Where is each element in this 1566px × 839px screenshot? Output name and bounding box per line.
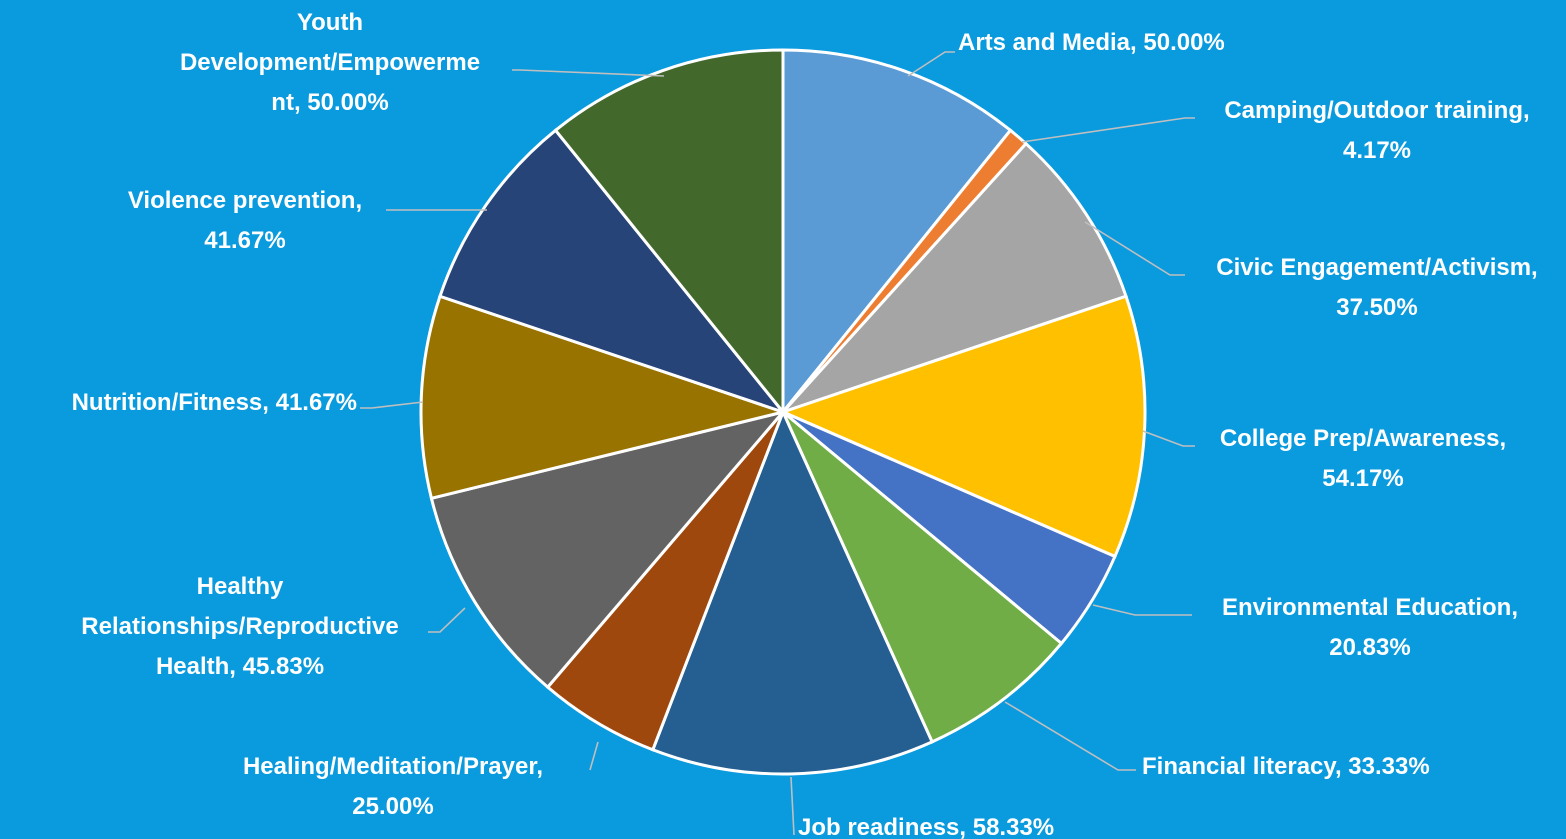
data-label-environmental-education: Environmental Education, 20.83%: [1222, 594, 1518, 661]
slice-college-prep-awareness: [778, 294, 1147, 559]
data-label-youth-development-empowerment: Youth Development/Empowerme nt, 50.00%: [180, 9, 480, 116]
leader-line-healing-meditation-prayer: [589, 741, 599, 771]
data-label-job-readiness: Job readiness, 58.33%: [798, 814, 1054, 839]
leader-line-camping-outdoor-training: [1021, 117, 1195, 143]
pie-slices: [419, 48, 1147, 776]
data-label-financial-literacy: Financial literacy, 33.33%: [1142, 753, 1430, 780]
leader-line-environmental-education: [1092, 604, 1192, 616]
data-label-nutrition-fitness: Nutrition/Fitness, 41.67%: [72, 389, 357, 416]
leader-line-arts-and-media: [907, 51, 955, 77]
slice-job-readiness: [650, 408, 935, 776]
slice-youth-development-empowerment: [553, 48, 785, 417]
leader-line-youth-development-empowerment: [512, 69, 665, 77]
leader-line-nutrition-fitness: [360, 401, 424, 409]
slice-healthy-relationships-reproductive-health: [429, 409, 788, 690]
data-label-violence-prevention: Violence prevention, 41.67%: [128, 187, 362, 254]
data-label-college-prep-awareness: College Prep/Awareness, 54.17%: [1220, 425, 1506, 492]
leader-line-job-readiness: [790, 776, 795, 836]
leader-line-civic-engagement-activism: [1084, 221, 1185, 276]
data-label-healthy-relationships-reproductive-health: Healthy Relationships/Reproductive Health,…: [81, 573, 398, 680]
leader-line-college-prep-awareness: [1142, 430, 1195, 447]
slice-civic-engagement-activism: [778, 141, 1128, 416]
data-label-healing-meditation-prayer: Healing/Meditation/Prayer, 25.00%: [243, 753, 543, 820]
slice-nutrition-fitness: [419, 294, 789, 501]
data-label-camping-outdoor-training: Camping/Outdoor training, 4.17%: [1224, 97, 1529, 164]
leader-line-financial-literacy: [1004, 701, 1136, 771]
data-label-civic-engagement-activism: Civic Engagement/Activism, 37.50%: [1216, 254, 1537, 321]
leader-lines: [360, 51, 1195, 836]
slice-violence-prevention: [438, 128, 788, 416]
slice-arts-and-media: [781, 48, 1013, 417]
leader-line-healthy-relationships-reproductive-health: [428, 607, 466, 633]
data-labels: Arts and Media, 50.00% Camping/Outdoor tr…: [72, 9, 1538, 839]
slice-financial-literacy: [781, 410, 1064, 744]
data-label-arts-and-media: Arts and Media, 50.00%: [958, 29, 1225, 56]
